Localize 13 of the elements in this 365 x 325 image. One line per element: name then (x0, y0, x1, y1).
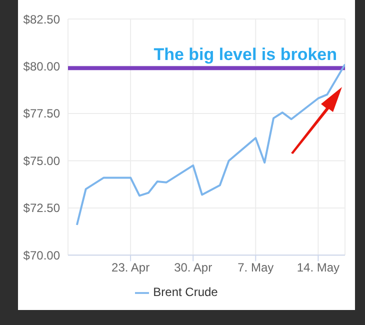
line-series (76, 63, 345, 226)
y-tick-label: $77.50 (23, 106, 60, 121)
y-tick-label: $70.00 (23, 248, 60, 262)
legend-label: Brent Crude (153, 285, 218, 300)
y-tick-label: $80.00 (23, 59, 60, 74)
x-tick-label: 23. Apr (112, 260, 150, 275)
y-tick-label: $72.50 (23, 201, 60, 216)
y-tick-label: $75.00 (23, 154, 60, 168)
x-tick-label: 14. May (296, 260, 340, 275)
ref-line-label: The big level is broken (154, 45, 337, 64)
y-tick-label: $82.50 (23, 12, 60, 26)
x-tick-label: 30. Apr (174, 260, 212, 275)
x-tick-label: 7. May (238, 260, 274, 275)
